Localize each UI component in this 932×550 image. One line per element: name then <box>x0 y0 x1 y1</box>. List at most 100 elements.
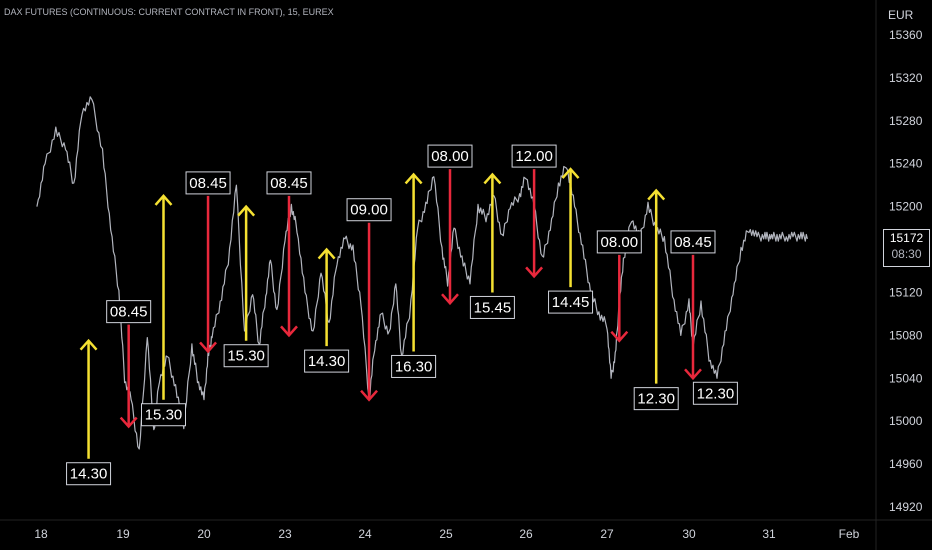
time-annotation-box <box>511 144 557 168</box>
time-annotation: 08.45 <box>185 171 231 195</box>
time-annotation: 12.00 <box>511 144 557 168</box>
down-arrow <box>684 254 702 381</box>
price-series-line <box>36 96 808 450</box>
arrow-head <box>154 194 173 206</box>
time-annotation: 08.00 <box>596 230 642 254</box>
time-annotation-box <box>670 230 716 254</box>
down-arrow <box>610 254 629 343</box>
down-arrow <box>525 169 544 279</box>
time-annotation-label: 15.30 <box>227 348 265 365</box>
time-annotation: 08.45 <box>266 171 312 195</box>
up-arrow <box>483 172 502 293</box>
up-arrow <box>404 172 423 352</box>
time-annotation-label: 12.00 <box>515 148 553 165</box>
arrow-head <box>280 325 298 338</box>
bar-countdown: 08:30 <box>891 247 922 261</box>
time-annotation: 08.00 <box>427 144 473 168</box>
time-annotation-label: 14.45 <box>552 294 590 311</box>
time-annotation-label: 08.00 <box>431 148 469 165</box>
time-annotation: 15.30 <box>141 403 186 427</box>
arrow-head <box>199 341 217 354</box>
y-tick-label: 14960 <box>889 457 923 471</box>
time-annotation-label: 12.30 <box>697 385 735 402</box>
last-price-value: 15172 <box>889 231 924 245</box>
time-annotation-label: 08.45 <box>110 304 148 321</box>
last-price-badge: 15172 08:30 <box>883 229 930 267</box>
time-annotation-label: 15.45 <box>474 299 512 316</box>
x-tick-label: 30 <box>682 527 696 541</box>
time-annotation-box <box>427 144 473 168</box>
time-annotation-box <box>692 381 738 405</box>
time-annotation-label: 14.30 <box>70 466 108 483</box>
time-annotation: 12.30 <box>633 387 679 411</box>
time-annotation-label: 14.30 <box>308 353 346 370</box>
x-tick-label: 20 <box>197 527 211 541</box>
x-tick-label: 19 <box>116 527 130 541</box>
time-annotation: 15.30 <box>223 344 269 368</box>
time-annotation-box <box>66 462 112 486</box>
time-annotation-label: 08.45 <box>270 175 308 192</box>
time-annotation-box <box>346 198 392 222</box>
arrow-head <box>684 368 702 381</box>
time-annotation-label: 16.30 <box>395 358 433 375</box>
time-annotation-label: 12.30 <box>637 391 675 408</box>
time-annotation: 08.45 <box>670 230 716 254</box>
time-annotation-box <box>469 295 515 319</box>
time-annotation-box <box>596 230 642 254</box>
y-tick-label: 15240 <box>889 157 923 171</box>
time-annotation: 08.45 <box>106 300 152 324</box>
time-annotation-box <box>141 403 186 427</box>
time-annotation-box <box>223 344 269 368</box>
arrow-head <box>647 188 666 201</box>
y-tick-label: 15080 <box>889 328 923 342</box>
time-annotation: 15.45 <box>469 295 515 319</box>
currency-label: EUR <box>888 8 914 22</box>
down-arrow <box>360 222 378 402</box>
arrow-head <box>561 167 580 179</box>
time-annotation-box <box>106 300 152 324</box>
y-tick-label: 15360 <box>889 28 923 42</box>
arrow-head <box>610 330 629 343</box>
time-annotation: 09.00 <box>346 198 392 222</box>
y-tick-label: 14920 <box>889 500 923 514</box>
x-tick-label: 23 <box>278 527 292 541</box>
y-tick-label: 15320 <box>889 71 923 85</box>
arrow-head <box>317 247 336 260</box>
up-arrow <box>237 204 256 341</box>
down-arrow <box>280 195 298 338</box>
time-annotation-label: 08.00 <box>601 234 639 251</box>
arrow-head <box>404 172 423 185</box>
time-annotation-label: 15.30 <box>145 407 183 424</box>
up-arrow <box>317 247 336 347</box>
x-tick-label: Feb <box>839 527 860 541</box>
up-arrow <box>647 188 666 384</box>
time-annotation: 12.30 <box>692 381 738 405</box>
chart-title: DAX FUTURES (CONTINUOUS: CURRENT CONTRAC… <box>4 7 334 17</box>
arrow-head <box>360 389 378 402</box>
x-tick-label: 27 <box>600 527 614 541</box>
x-tick-label: 31 <box>762 527 776 541</box>
arrow-head <box>441 293 459 306</box>
arrow-head <box>525 266 544 279</box>
up-arrow <box>561 167 580 288</box>
time-annotation-label: 09.00 <box>350 202 388 219</box>
time-annotation-box <box>304 349 350 373</box>
down-arrow <box>119 324 138 429</box>
time-annotation-box <box>266 171 312 195</box>
arrow-head <box>237 204 256 217</box>
up-arrow <box>154 194 173 400</box>
y-tick-label: 15120 <box>889 285 923 299</box>
time-annotation-box <box>185 171 231 195</box>
y-tick-label: 15040 <box>889 371 923 385</box>
down-arrow <box>441 169 459 306</box>
time-annotation-label: 08.45 <box>674 234 712 251</box>
time-annotation-box <box>633 387 679 411</box>
x-tick-label: 25 <box>439 527 453 541</box>
x-tick-label: 26 <box>519 527 533 541</box>
y-tick-label: 15280 <box>889 114 923 128</box>
down-arrow <box>199 195 217 354</box>
time-annotation: 14.45 <box>548 290 594 314</box>
x-tick-label: 24 <box>358 527 372 541</box>
time-annotation: 14.30 <box>304 349 350 373</box>
